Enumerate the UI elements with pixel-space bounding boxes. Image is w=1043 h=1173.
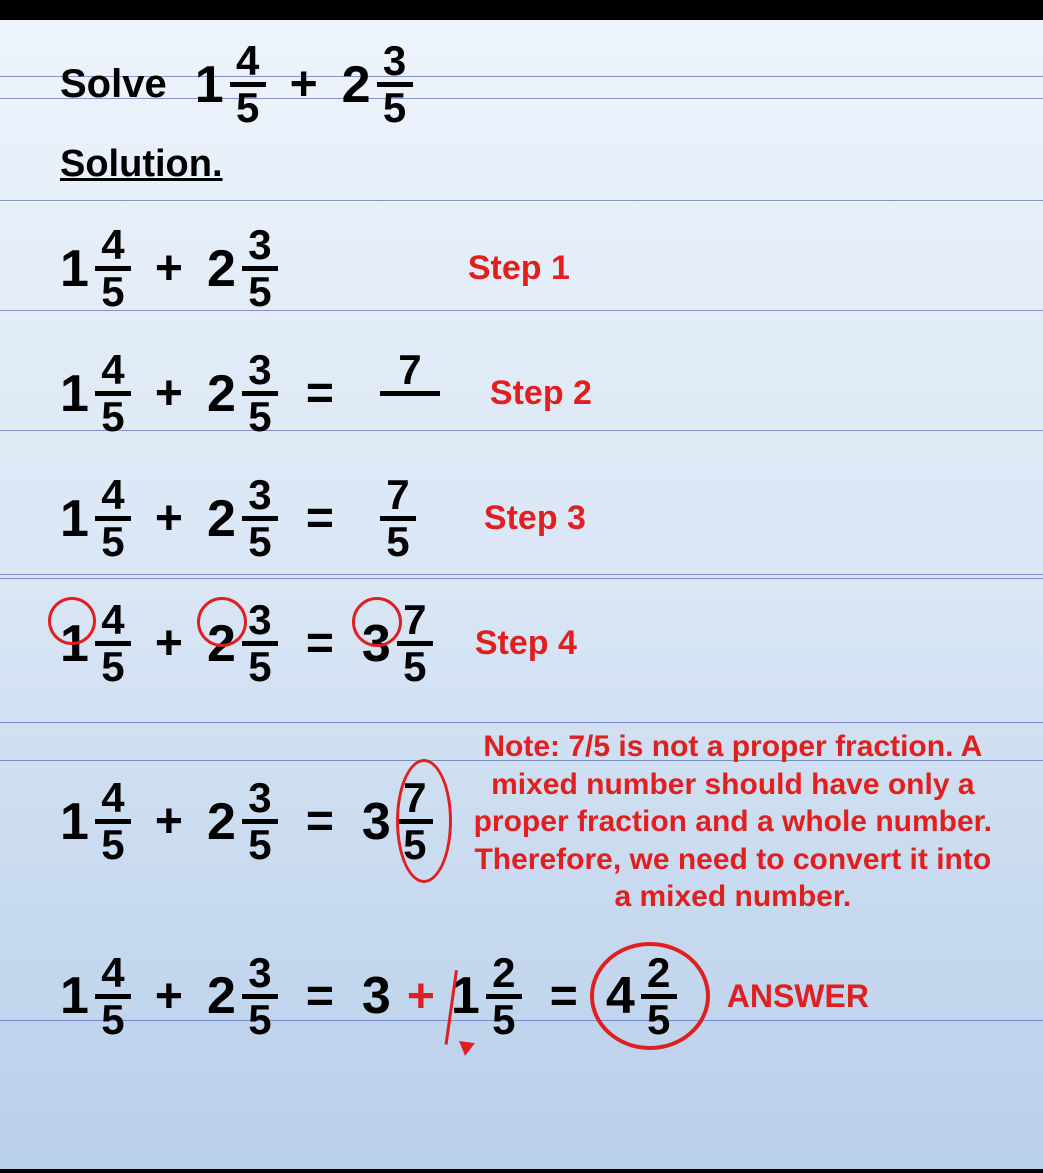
problem-t1-num: 4 (236, 40, 259, 82)
step-1-label: Step 1 (468, 249, 570, 288)
solution-label: Solution. (60, 143, 1013, 186)
step-4-row: 1 45 + 2 35 = 3 75 Step 4 (60, 599, 1013, 688)
step-1-row: 1 45 + 2 35 Step 1 (60, 224, 1013, 313)
step-4-label: Step 4 (475, 624, 577, 663)
problem-t2-num: 3 (383, 40, 406, 82)
step-3-row: 1 45 + 2 35 = 7 5 Step 3 (60, 474, 1013, 563)
step-3-label: Step 3 (484, 499, 586, 538)
step-2-row: 1 45 + 2 35 = 7 Step 2 (60, 349, 1013, 438)
step-2-label: Step 2 (490, 374, 592, 413)
solve-label: Solve (60, 62, 167, 107)
arrow-head-icon (457, 1041, 475, 1057)
problem-statement: Solve 1 4 5 + 2 3 5 (60, 40, 1013, 129)
final-plus-red: + (401, 969, 441, 1024)
note-text: Note: 7/5 is not a proper fraction. A mi… (473, 728, 993, 916)
problem-t1-whole: 1 (195, 59, 224, 111)
final-row: 1 45 + 2 35 = 3 + 1 25 = 4 25 ANSWER (60, 952, 1013, 1041)
note-row: 1 45 + 2 35 = 3 75 Note: 7/5 is not a pr… (60, 728, 1013, 916)
problem-t2-den: 5 (383, 87, 406, 129)
plus-op: + (276, 57, 332, 112)
problem-t1-den: 5 (236, 87, 259, 129)
problem-t2-whole: 2 (342, 59, 371, 111)
final-mid-whole: 3 (362, 970, 391, 1022)
answer-label: ANSWER (727, 978, 869, 1015)
